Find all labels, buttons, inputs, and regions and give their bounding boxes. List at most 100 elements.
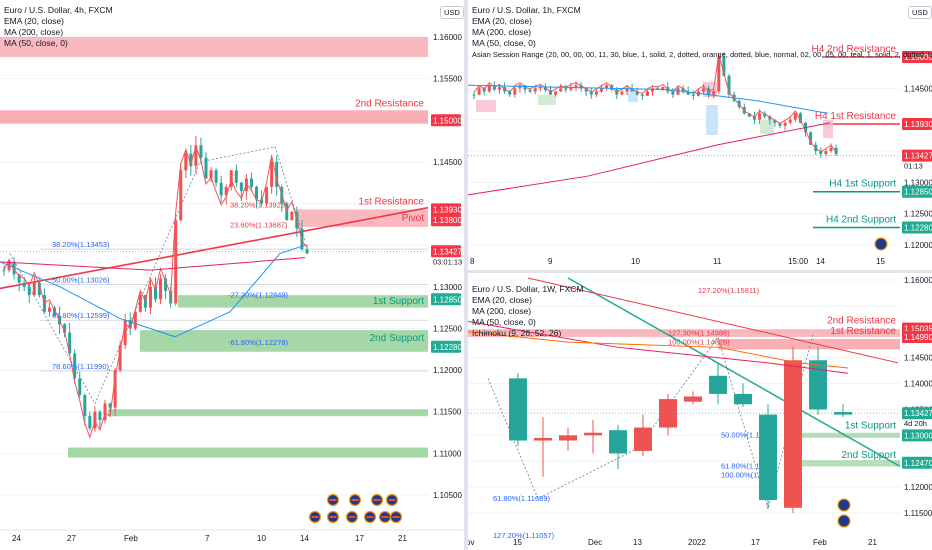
candle-4h	[2, 270, 6, 272]
candle-1h	[676, 88, 680, 95]
indicator-ma200[interactable]: MA (200, close)	[472, 306, 532, 316]
time-axis-label: 21	[398, 534, 407, 543]
candle-4h	[103, 403, 107, 421]
candle-1h	[620, 91, 624, 95]
candle-4h	[305, 249, 309, 254]
chart-title-1h: Euro / U.S. Dollar, 1h, FXCM	[472, 5, 581, 15]
zone-label-2nd-support: 2nd Support	[370, 333, 425, 344]
level-label: H4 1st Support	[829, 179, 896, 190]
indicator-ma50[interactable]: MA (50, close, 0)	[4, 38, 68, 48]
candle-4h	[108, 403, 112, 408]
chart-panel-1h[interactable]: Euro / U.S. Dollar, 1h, FXCM EMA (20, cl…	[468, 0, 932, 270]
price-axis-label: 1.14500	[433, 158, 462, 167]
support-trendline	[567, 277, 901, 468]
ma50-line-1h	[468, 84, 829, 114]
candle-1h	[482, 88, 486, 92]
candle-4h	[68, 332, 72, 354]
candle-1w	[584, 432, 602, 436]
time-axis-label: ov	[468, 538, 474, 547]
fib-label: 50.00%(1.13026)	[52, 276, 110, 285]
indicator-ema[interactable]: EMA (20, close)	[4, 16, 64, 26]
price-axis-label: 1.13000	[433, 283, 462, 292]
price-axis-label-bg	[902, 407, 932, 420]
zone-label-1st-support: 1st Support	[845, 421, 896, 432]
candle-4h	[32, 282, 36, 296]
time-axis-label: Feb	[813, 538, 827, 547]
fib-label: 61.80%(1.12599)	[52, 311, 110, 320]
fib-label: 78.60%(1.11990)	[52, 362, 109, 371]
time-axis-label: 10	[257, 534, 266, 543]
fib-label: 23.60%(1.13687)	[230, 221, 288, 230]
price-axis-label: 1.13930	[904, 120, 932, 129]
fib-label: 100.00%(1.124	[721, 470, 772, 479]
fib-label: 38.20%(1.13928)	[230, 201, 288, 210]
time-axis-label: 7	[205, 534, 210, 543]
price-axis-label: 1.13800	[433, 216, 462, 225]
price-axis-label-bg	[431, 214, 461, 227]
economic-event-icon	[874, 237, 888, 251]
candle-4h	[164, 278, 168, 291]
support-zone-2nd	[788, 460, 900, 467]
indicator-asian-session[interactable]: Asian Session Range (20, 00, 00, 00, 11,…	[472, 50, 932, 59]
candle-4h	[179, 170, 183, 221]
candle-4h	[42, 295, 46, 312]
candle-4h	[189, 153, 193, 167]
fib-label: 61.80%(1.124	[721, 461, 768, 470]
price-axis-label: 1.12500	[433, 324, 462, 333]
price-axis-label: 1.14500	[904, 354, 932, 363]
ichimoku-line-1w	[468, 331, 849, 369]
time-axis-label: 15	[513, 538, 522, 547]
chart-panel-1w[interactable]: Euro / U.S. Dollar, 1W, FXCM EMA (20, cl…	[468, 273, 932, 550]
candle-1h	[645, 91, 649, 96]
candle-4h	[138, 295, 142, 312]
chart-canvas-4h[interactable]: 2nd Resistance 1st Resistance Pivot 1st Sup…	[0, 0, 464, 550]
indicator-ma50[interactable]: MA (50, close, 0)	[472, 317, 536, 327]
candle-1h	[579, 85, 583, 89]
indicator-ma50[interactable]: MA (50, close, 0)	[472, 38, 536, 48]
candle-4h	[133, 311, 137, 329]
price-axis-label: 1.15000	[433, 116, 462, 125]
indicator-ma200[interactable]: MA (200, close)	[472, 27, 532, 37]
indicator-ema[interactable]: EMA (20, close)	[472, 295, 532, 305]
candle-1h	[686, 91, 690, 95]
candle-1h	[498, 87, 501, 90]
price-axis-label: 1.11500	[904, 509, 932, 518]
panel-divider-horizontal[interactable]	[468, 270, 932, 273]
candle-1h	[630, 88, 634, 92]
currency-badge[interactable]: USD	[908, 6, 932, 19]
panel-divider-vertical[interactable]	[464, 0, 468, 550]
candle-1h	[472, 94, 476, 96]
time-axis-label: 11	[713, 257, 722, 266]
candle-1h	[594, 91, 598, 95]
price-axis-label: 1.13427	[904, 152, 932, 161]
candle-1h	[747, 113, 751, 117]
indicator-ma200[interactable]: MA (200, close)	[4, 27, 64, 37]
indicator-ichimoku[interactable]: Ichimoku (9, 26, 52, 26)	[472, 328, 562, 338]
fib-label: 61.80%(1.11689)	[493, 494, 550, 503]
candle-1h	[569, 87, 573, 90]
candle-4h	[159, 278, 163, 300]
candle-1h	[589, 91, 593, 95]
candle-1h	[528, 89, 532, 92]
zone-label-1st-support: 1st Support	[373, 296, 424, 307]
flag-stripe-icon	[348, 516, 356, 518]
candle-4h	[53, 307, 56, 316]
price-axis-label: 1.13930	[433, 205, 462, 214]
candle-1h	[543, 87, 547, 91]
candle-1w	[809, 360, 827, 410]
candle-1h	[651, 88, 654, 92]
candle-1w	[709, 375, 727, 394]
candle-1h	[763, 113, 767, 117]
time-axis-label: 10	[631, 257, 640, 266]
time-axis-label: 2022	[688, 538, 706, 547]
flag-stripe-icon	[329, 499, 337, 501]
candle-4h	[204, 157, 208, 179]
pivot-trendline	[0, 206, 429, 290]
price-axis-label: 1.13427	[904, 409, 932, 418]
currency-badge[interactable]: USD	[440, 6, 464, 19]
indicator-ema[interactable]: EMA (20, close)	[472, 16, 532, 26]
candle-1h	[712, 91, 716, 95]
chart-canvas-1h[interactable]: H4 2nd Resistance H4 1st Resistance H4 1st…	[468, 0, 932, 270]
chart-panel-4h[interactable]: Euro / U.S. Dollar, 4h, FXCM EMA (20, cl…	[0, 0, 464, 550]
